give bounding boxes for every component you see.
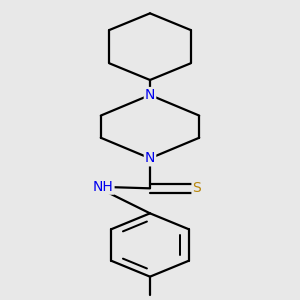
Text: N: N [145,151,155,165]
Text: S: S [193,181,201,195]
Text: N: N [145,88,155,102]
Text: NH: NH [93,180,113,194]
